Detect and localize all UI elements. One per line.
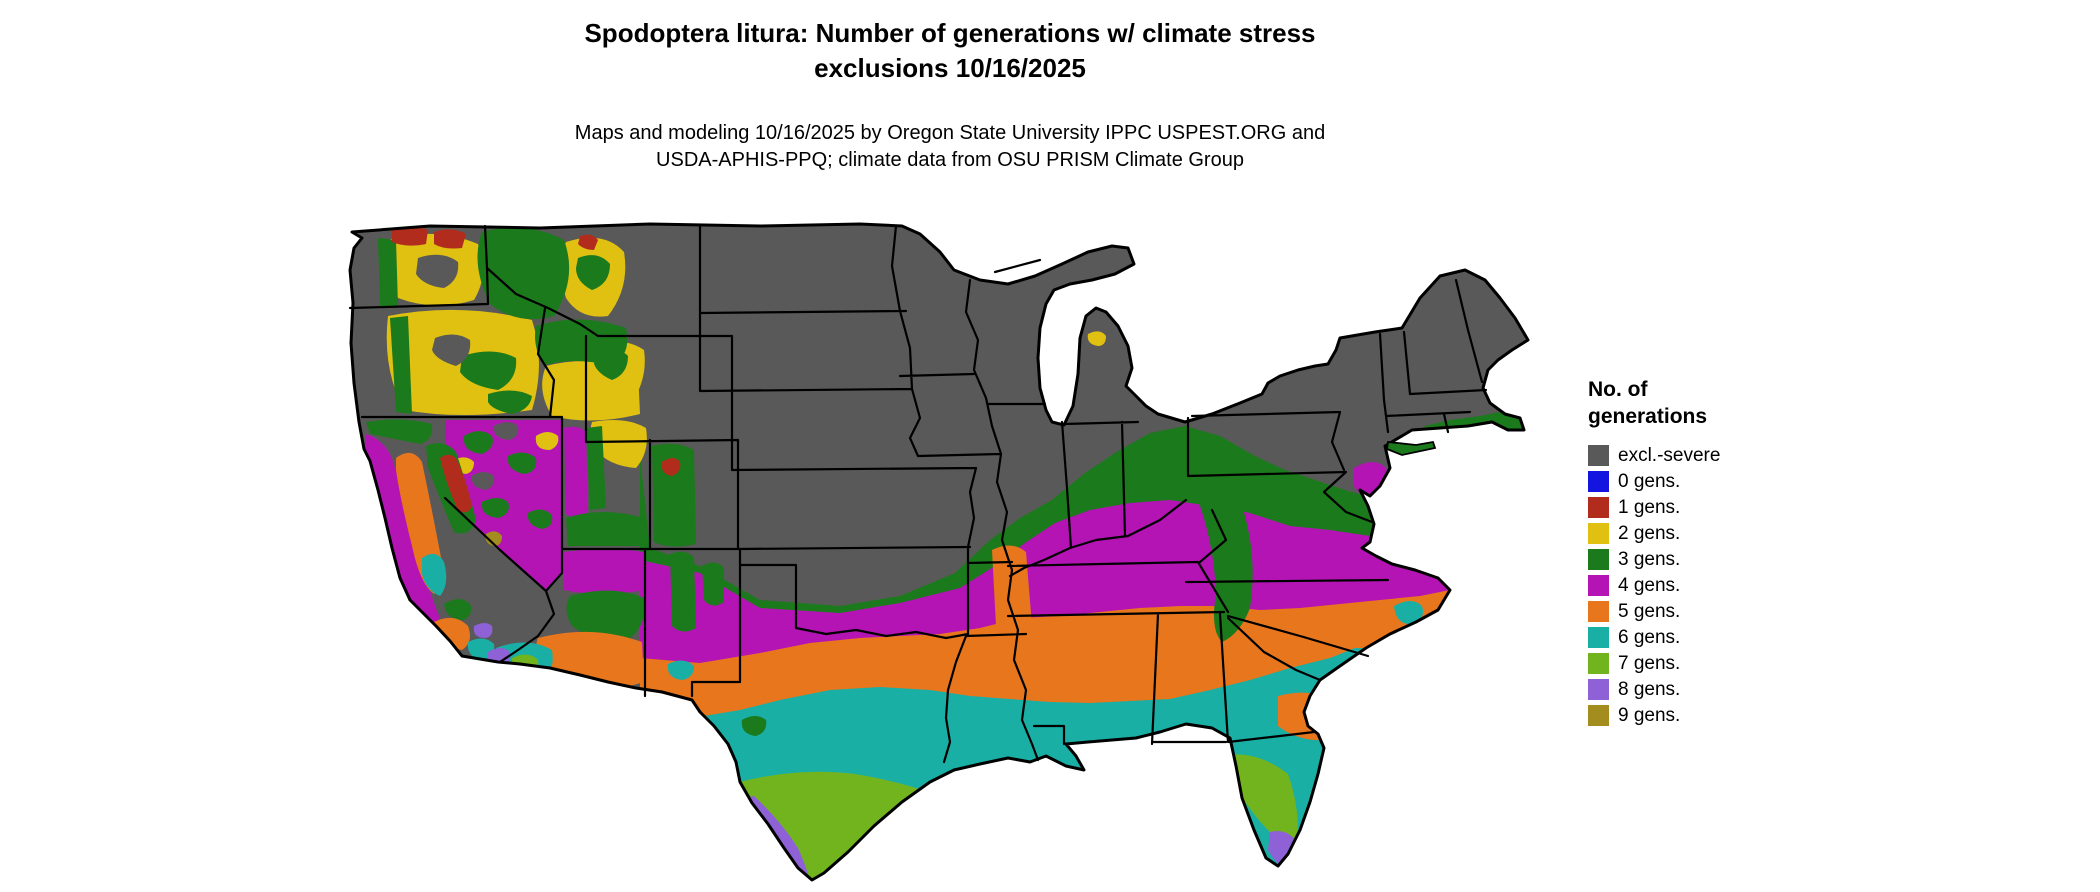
legend-label: 8 gens.	[1618, 678, 1681, 700]
legend-swatch	[1588, 445, 1609, 467]
legend-label: 1 gens.	[1618, 496, 1681, 518]
appalachian-3-gens-wedge	[1193, 413, 1518, 642]
legend-swatch	[1588, 575, 1609, 597]
legend-entry: 5 gens.	[1588, 599, 1720, 625]
state-borders	[348, 224, 1488, 764]
legend-swatch	[1588, 601, 1609, 623]
west-3-gens-patches	[366, 227, 767, 736]
page-subtitle-line2: USDA-APHIS-PPQ; climate data from OSU PR…	[656, 149, 1244, 171]
west-mosaic	[364, 226, 767, 736]
page-title-line1: Spodoptera litura: Number of generations…	[584, 18, 1316, 48]
legend-label: 6 gens.	[1618, 626, 1681, 648]
legend-entries: excl.-severe 0 gens. 1 gens. 2 gens. 3 gens.…	[1588, 443, 1720, 729]
legend-label: 2 gens.	[1618, 522, 1681, 544]
legend-label: 7 gens.	[1618, 652, 1681, 674]
legend-label: excl.-severe	[1618, 444, 1721, 466]
page-subtitle: Maps and modeling 10/16/2025 by Oregon S…	[340, 120, 1560, 174]
legend-entry: 2 gens.	[1588, 521, 1720, 547]
nccoast-6-gens-patch	[1394, 601, 1423, 625]
legend-label: 4 gens.	[1618, 574, 1681, 596]
legend-swatch	[1588, 705, 1609, 727]
legend-swatch	[1588, 471, 1609, 493]
legend-swatch	[1588, 497, 1609, 519]
legend-swatch	[1588, 679, 1609, 701]
legend-entry: excl.-severe	[1588, 443, 1720, 469]
west-8-gens-patches	[473, 623, 511, 668]
legend-swatch	[1588, 549, 1609, 571]
legend-swatch	[1588, 523, 1609, 545]
page-title: Spodoptera litura: Number of generations…	[340, 16, 1560, 86]
legend-entry: 0 gens.	[1588, 469, 1720, 495]
west-4-gens-patches	[364, 420, 644, 628]
legend-label: 3 gens.	[1618, 548, 1681, 570]
west-excluded-patches	[416, 254, 519, 490]
legend-title-line2: generations	[1588, 405, 1708, 429]
legend-swatch	[1588, 627, 1609, 649]
legend-entry: 4 gens.	[1588, 573, 1720, 599]
west-9-gens-patch	[485, 531, 502, 546]
legend-title: No. of generations	[1588, 376, 1720, 431]
legend-label: 9 gens.	[1618, 704, 1681, 726]
legend-label: 0 gens.	[1618, 470, 1681, 492]
page-subtitle-line1: Maps and modeling 10/16/2025 by Oregon S…	[574, 122, 1326, 144]
legend-entry: 7 gens.	[1588, 651, 1720, 677]
legend-swatch	[1588, 653, 1609, 675]
legend-entry: 8 gens.	[1588, 677, 1720, 703]
legend-label: 5 gens.	[1618, 600, 1681, 622]
region-7-gens	[725, 754, 1298, 880]
us-generations-map	[348, 222, 1530, 882]
legend-entry: 9 gens.	[1588, 703, 1720, 729]
west-5-gens-patches	[396, 452, 644, 691]
west-2-gens-patches	[385, 233, 686, 493]
map-fill-layers	[350, 224, 1528, 880]
legend: No. of generations excl.-severe 0 gens. 1 …	[1588, 376, 1720, 729]
legend-entry: 1 gens.	[1588, 495, 1720, 521]
legend-title-line1: No. of	[1588, 378, 1648, 401]
page-title-line2: exclusions 10/16/2025	[814, 53, 1086, 84]
legend-entry: 3 gens.	[1588, 547, 1720, 573]
long-island	[1386, 440, 1437, 456]
legend-entry: 6 gens.	[1588, 625, 1720, 651]
